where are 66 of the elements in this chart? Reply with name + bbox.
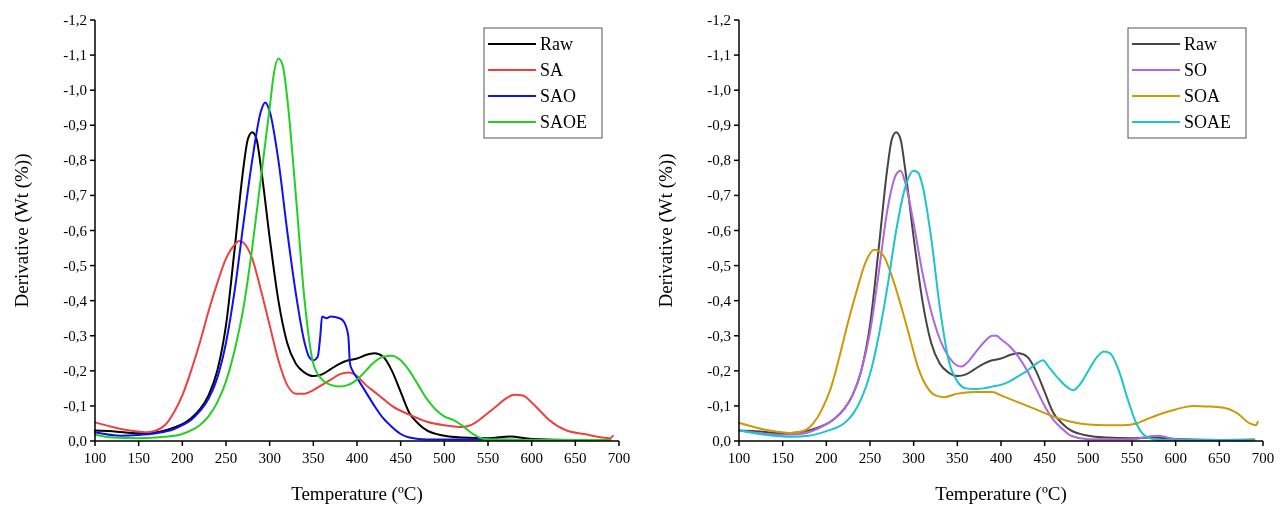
legend-label: SAOE xyxy=(540,112,588,132)
x-tick-label: 350 xyxy=(946,450,969,466)
y-tick-label: -1,1 xyxy=(63,47,87,64)
y-tick-label: -0,6 xyxy=(63,222,88,239)
y-tick-label: -0,5 xyxy=(707,257,731,274)
x-tick-label: 150 xyxy=(127,450,150,466)
x-tick-label: 400 xyxy=(345,450,369,466)
x-tick-label: 250 xyxy=(214,450,238,466)
x-tick-label: 350 xyxy=(302,450,325,466)
y-tick-label: -1,0 xyxy=(707,82,731,99)
y-tick-label: -0,7 xyxy=(707,187,732,204)
legend-label: SOAE xyxy=(1184,112,1232,132)
y-tick-label: 0,0 xyxy=(68,433,87,449)
legend-label: SA xyxy=(540,60,564,80)
x-tick-label: 700 xyxy=(1251,450,1275,466)
x-tick-label: 300 xyxy=(902,450,925,466)
x-tick-label: 150 xyxy=(771,450,794,466)
y-tick-label: -1,1 xyxy=(707,47,731,64)
legend-label: Raw xyxy=(540,34,573,54)
legend-label: SAO xyxy=(540,86,577,106)
x-tick-label: 400 xyxy=(989,450,1013,466)
y-tick-label: -0,8 xyxy=(707,152,731,169)
y-axis-title: Derivative (Wt (%)) xyxy=(655,153,677,308)
y-tick-label: -0,6 xyxy=(707,222,732,239)
x-tick-label: 100 xyxy=(83,450,107,466)
x-tick-label: 550 xyxy=(476,450,500,466)
x-tick-label: 200 xyxy=(815,450,838,466)
line-series xyxy=(94,240,614,440)
x-tick-label: 250 xyxy=(858,450,882,466)
x-tick-label: 650 xyxy=(1208,450,1231,466)
legend-label: SOA xyxy=(1184,86,1221,106)
x-tick-label: 600 xyxy=(520,450,543,466)
x-tick-label: 500 xyxy=(433,450,456,466)
x-tick-label: 650 xyxy=(564,450,587,466)
x-tick-label: 450 xyxy=(389,450,412,466)
line-series xyxy=(738,248,1259,434)
y-axis-title: Derivative (Wt (%)) xyxy=(11,153,33,308)
y-tick-label: -0,5 xyxy=(63,257,87,274)
x-tick-label: 200 xyxy=(171,450,194,466)
x-tick-label: 500 xyxy=(1077,450,1100,466)
legend-label: Raw xyxy=(1184,34,1217,54)
y-tick-label: -1,2 xyxy=(707,12,731,28)
x-tick-label: 450 xyxy=(1033,450,1056,466)
x-tick-label: 600 xyxy=(1164,450,1187,466)
x-tick-label: 300 xyxy=(258,450,281,466)
y-tick-label: -0,1 xyxy=(63,397,87,414)
y-tick-label: -0,8 xyxy=(63,152,87,169)
y-tick-label: -0,2 xyxy=(63,362,87,379)
y-tick-label: -0,9 xyxy=(707,117,731,134)
x-tick-label: 700 xyxy=(607,450,631,466)
x-tick-label: 100 xyxy=(727,450,751,466)
y-tick-label: -0,1 xyxy=(707,397,731,414)
x-axis-title: Temperature (ºC) xyxy=(291,483,423,505)
x-axis-title: Temperature (ºC) xyxy=(935,483,1067,505)
y-tick-label: -0,9 xyxy=(63,117,87,134)
y-tick-label: -0,3 xyxy=(707,327,731,344)
y-tick-label: -0,4 xyxy=(707,292,732,309)
y-tick-label: -0,2 xyxy=(707,362,731,379)
y-tick-label: -1,0 xyxy=(63,82,87,99)
y-tick-label: -0,3 xyxy=(63,327,87,344)
y-tick-label: -1,2 xyxy=(63,12,87,28)
y-tick-label: -0,7 xyxy=(63,187,88,204)
y-tick-label: 0,0 xyxy=(712,433,731,449)
y-tick-label: -0,4 xyxy=(63,292,88,309)
x-tick-label: 550 xyxy=(1120,450,1144,466)
legend-label: SO xyxy=(1184,60,1208,80)
